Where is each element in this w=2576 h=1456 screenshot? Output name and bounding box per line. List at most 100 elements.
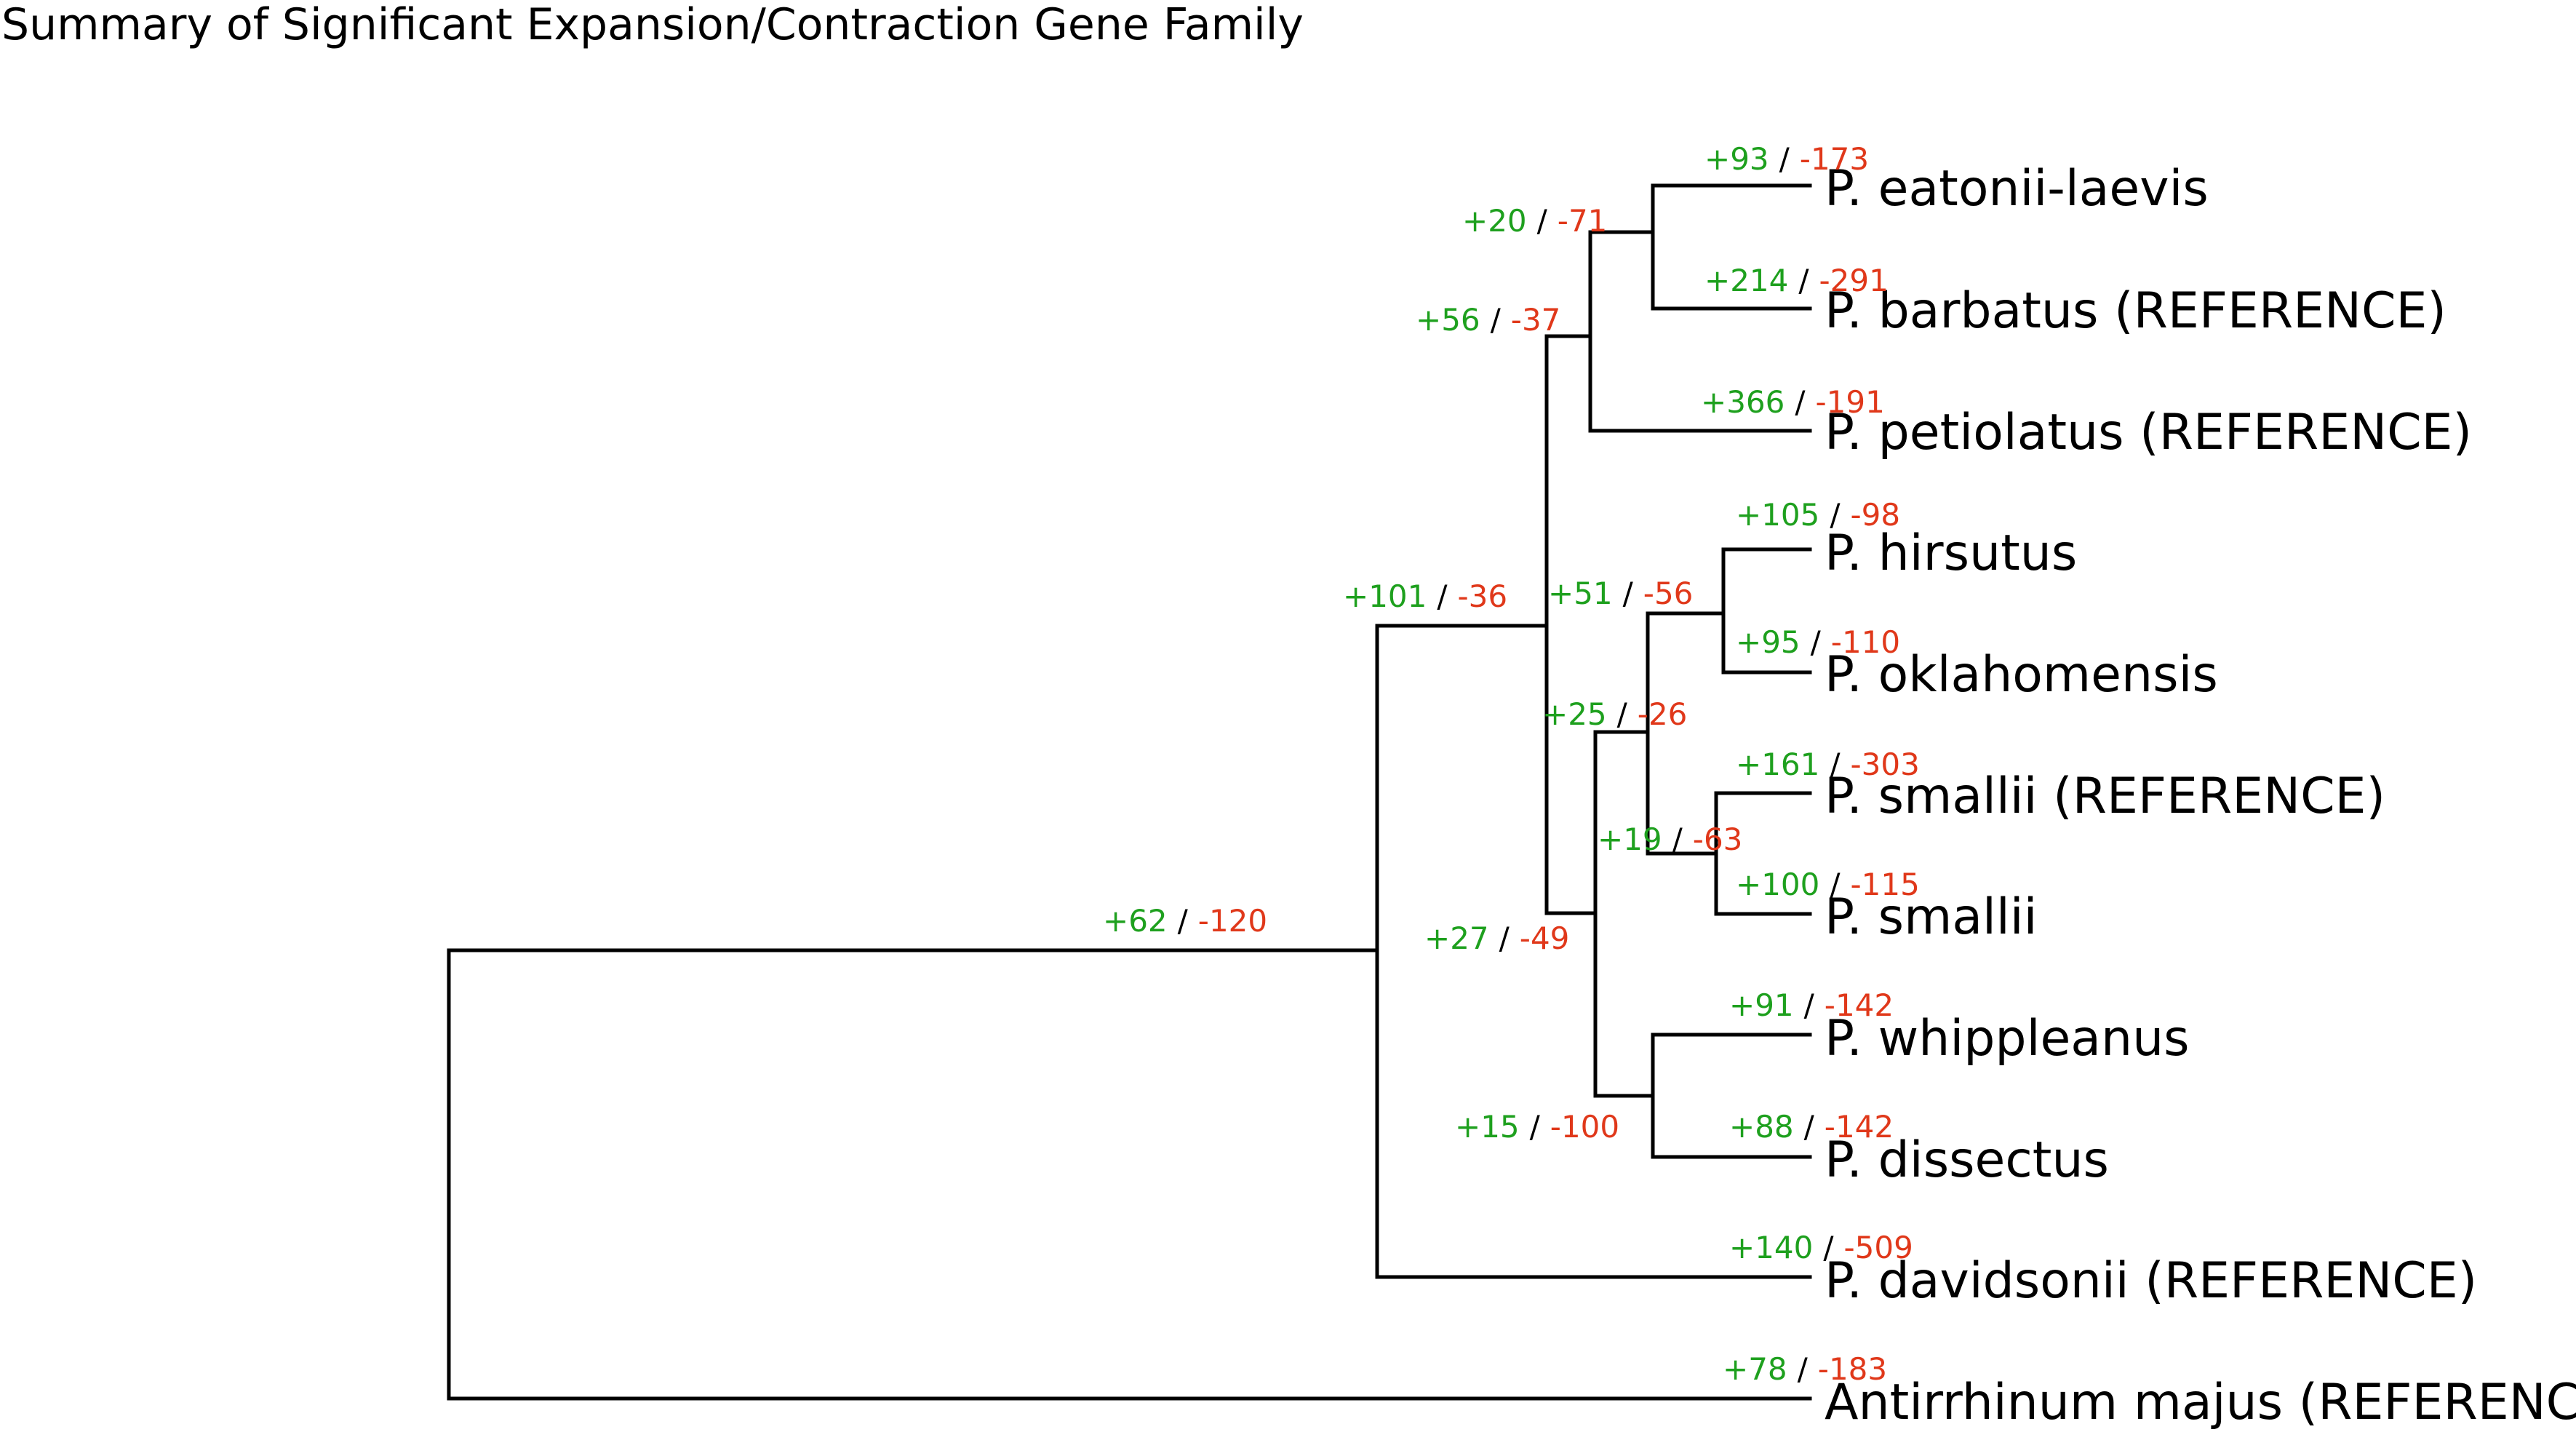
separator: / <box>1499 920 1510 956</box>
loss-count: -191 <box>1816 384 1885 420</box>
separator: / <box>1798 263 1809 298</box>
separator: / <box>1830 867 1841 902</box>
gain-count: +91 <box>1729 987 1794 1023</box>
leaf-label: P. smallii <box>1825 888 2038 946</box>
branch-whippleanus-dissectus-clade <box>1593 1033 1812 1159</box>
leaf-label: P. petiolatus (REFERENCE) <box>1825 404 2472 461</box>
node-gain-loss: +62 /-120 <box>1103 903 1267 939</box>
leaf-gain-loss: +88 / -142 <box>1729 1109 1894 1145</box>
gain-count: +88 <box>1729 1109 1794 1145</box>
leaf-annotations: +93 / -173 +214 / -291 +366 / -191 +105 / -98 +9… <box>1701 141 1920 1387</box>
loss-count: -142 <box>1825 987 1894 1023</box>
leaf-gain-loss: +161 / -303 <box>1736 747 1920 782</box>
separator: / <box>1779 141 1790 177</box>
leaf-label: P. davidsonii (REFERENCE) <box>1825 1252 2477 1310</box>
leaf-gain-loss: +93 / -173 <box>1704 141 1869 177</box>
gain-count: +161 <box>1736 747 1819 782</box>
loss-count: -120 <box>1198 903 1267 939</box>
loss-count: -37 <box>1511 302 1561 338</box>
gain-count: +366 <box>1701 384 1785 420</box>
separator: / <box>1811 624 1822 660</box>
separator: / <box>1178 903 1189 939</box>
branch-root <box>447 948 1812 1401</box>
leaf-gain-loss: +95 /-110 <box>1736 624 1900 660</box>
node-gain-loss: +25 / -26 <box>1542 696 1687 732</box>
separator: / <box>1530 1109 1541 1145</box>
node-gain-loss: +51 / -56 <box>1548 576 1693 611</box>
leaf-gain-loss: +105 / -98 <box>1736 497 1900 533</box>
separator: / <box>1830 497 1841 533</box>
separator: / <box>1491 302 1502 338</box>
separator: / <box>1617 696 1628 732</box>
loss-count: -173 <box>1800 141 1869 177</box>
separator: / <box>1804 1109 1815 1145</box>
gain-count: +56 <box>1416 302 1480 338</box>
node-gain-loss: +15 /-100 <box>1455 1109 1619 1145</box>
separator: / <box>1823 1230 1834 1265</box>
gain-count: +101 <box>1343 578 1427 614</box>
loss-count: -509 <box>1844 1230 1913 1265</box>
leaf-label: Antirrhinum majus (REFERENCE) <box>1825 1374 2576 1431</box>
gain-count: +105 <box>1736 497 1819 533</box>
separator: / <box>1798 1351 1809 1387</box>
branch-barbatus-petiolatus-clade <box>1544 230 1812 433</box>
loss-count: -183 <box>1818 1351 1887 1387</box>
gain-count: +214 <box>1704 263 1788 298</box>
separator: / <box>1537 203 1548 239</box>
gain-count: +15 <box>1455 1109 1520 1145</box>
gain-count: +93 <box>1704 141 1769 177</box>
separator: / <box>1795 384 1806 420</box>
branch-penstemon-all <box>447 624 1812 1279</box>
branch-hirsutus-oklahomensis-clade <box>1646 547 1812 675</box>
separator: / <box>1437 578 1448 614</box>
gain-count: +27 <box>1424 920 1489 956</box>
gain-count: +19 <box>1598 822 1662 857</box>
gain-count: +62 <box>1103 903 1168 939</box>
separator: / <box>1804 987 1815 1023</box>
node-gain-loss: +27 / -49 <box>1424 920 1569 956</box>
loss-count: -63 <box>1693 822 1743 857</box>
branch-hirsutus-smallii-clade <box>1593 611 1650 856</box>
gain-count: +100 <box>1736 867 1819 902</box>
loss-count: -142 <box>1825 1109 1894 1145</box>
node-gain-loss: +101 / -36 <box>1343 578 1507 614</box>
leaf-label: P. oklahomensis <box>1825 646 2218 704</box>
gain-count: +140 <box>1729 1230 1813 1265</box>
gain-count: +51 <box>1548 576 1613 611</box>
leaf-gain-loss: +140 / -509 <box>1729 1230 1913 1265</box>
loss-count: -303 <box>1851 747 1920 782</box>
branch-eatonii-barbatus-clade <box>1588 183 1812 311</box>
loss-count: -36 <box>1458 578 1508 614</box>
loss-count: -98 <box>1851 497 1901 533</box>
node-gain-loss: +56 /-37 <box>1416 302 1560 338</box>
separator: / <box>1623 576 1634 611</box>
loss-count: -49 <box>1520 920 1570 956</box>
branch-penstemon-core <box>1375 334 1549 915</box>
leaf-gain-loss: +214 / -291 <box>1704 263 1889 298</box>
leaf-label: P. eatonii-laevis <box>1825 160 2209 218</box>
loss-count: -110 <box>1831 624 1900 660</box>
loss-count: -100 <box>1550 1109 1619 1145</box>
loss-count: -115 <box>1851 867 1920 902</box>
leaf-label: P. smallii (REFERENCE) <box>1825 768 2385 825</box>
separator: / <box>1830 747 1841 782</box>
leaf-gain-loss: +78 /-183 <box>1723 1351 1887 1387</box>
leaf-label: P. whippleanus <box>1825 1010 2190 1067</box>
tree-branches <box>447 183 1812 1401</box>
node-annotations: +20/-71 +56/-37 +51/-56 +19/-63 +25/-26 … <box>1103 203 1742 1145</box>
branch-hirsutus-dissectus-clade <box>1544 730 1598 1098</box>
leaf-label: P. dissectus <box>1825 1131 2109 1189</box>
gain-count: +95 <box>1736 624 1801 660</box>
leaf-labels: P. eatonii-laevis P. barbatus (REFERENCE… <box>1825 160 2576 1431</box>
leaf-gain-loss: +366 / -191 <box>1701 384 1885 420</box>
loss-count: -56 <box>1643 576 1694 611</box>
loss-count: -26 <box>1638 696 1688 732</box>
branch-smallii-clade <box>1646 791 1812 916</box>
gain-count: +25 <box>1542 696 1607 732</box>
leaf-gain-loss: +100 / -115 <box>1736 867 1920 902</box>
leaf-label: P. barbatus (REFERENCE) <box>1825 282 2447 340</box>
gain-count: +78 <box>1723 1351 1787 1387</box>
figure-title: Summary of Significant Expansion/Contrac… <box>1 0 1304 50</box>
leaf-label: P. hirsutus <box>1825 525 2077 582</box>
